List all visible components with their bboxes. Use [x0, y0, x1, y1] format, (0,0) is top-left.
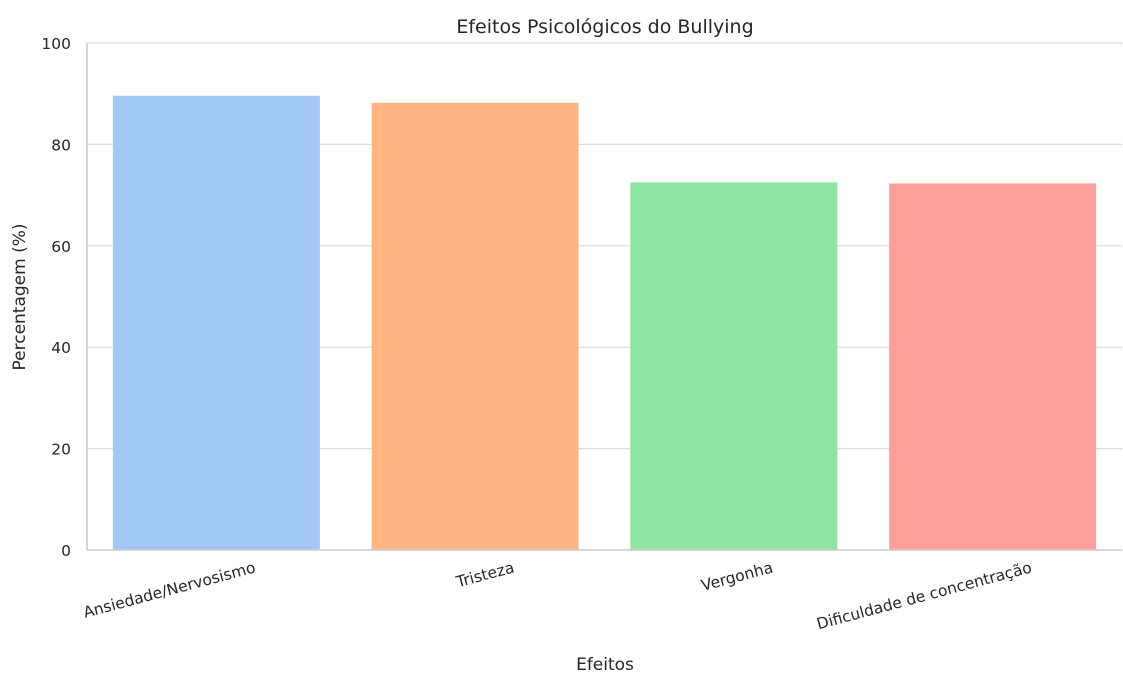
y-tick-label: 100	[41, 35, 71, 53]
y-tick-label: 40	[51, 339, 71, 357]
x-tick-label: Vergonha	[699, 558, 775, 594]
x-tick-label: Dificuldade de concentração	[815, 558, 1034, 633]
bars	[112, 95, 1097, 551]
y-tick-label: 80	[51, 136, 71, 154]
x-axis-label: Efeitos	[576, 655, 634, 673]
axes	[86, 43, 1122, 551]
y-tick-labels: 0 20 40 60 80 100	[41, 35, 71, 560]
chart-title: Efeitos Psicológicos do Bullying	[456, 16, 753, 38]
bar	[371, 102, 579, 551]
y-tick-label: 0	[61, 542, 71, 560]
bar	[889, 183, 1097, 550]
bar	[630, 182, 838, 551]
x-tick-label: Tristeza	[453, 558, 516, 591]
bar	[112, 95, 320, 550]
y-tick-label: 60	[51, 238, 71, 256]
y-axis-label: Percentagem (%)	[10, 223, 30, 370]
x-tick-labels: Ansiedade/Nervosismo Tristeza Vergonha Difi…	[81, 558, 1033, 633]
x-tick-label: Ansiedade/Nervosismo	[81, 558, 257, 621]
y-tick-label: 20	[51, 441, 71, 459]
